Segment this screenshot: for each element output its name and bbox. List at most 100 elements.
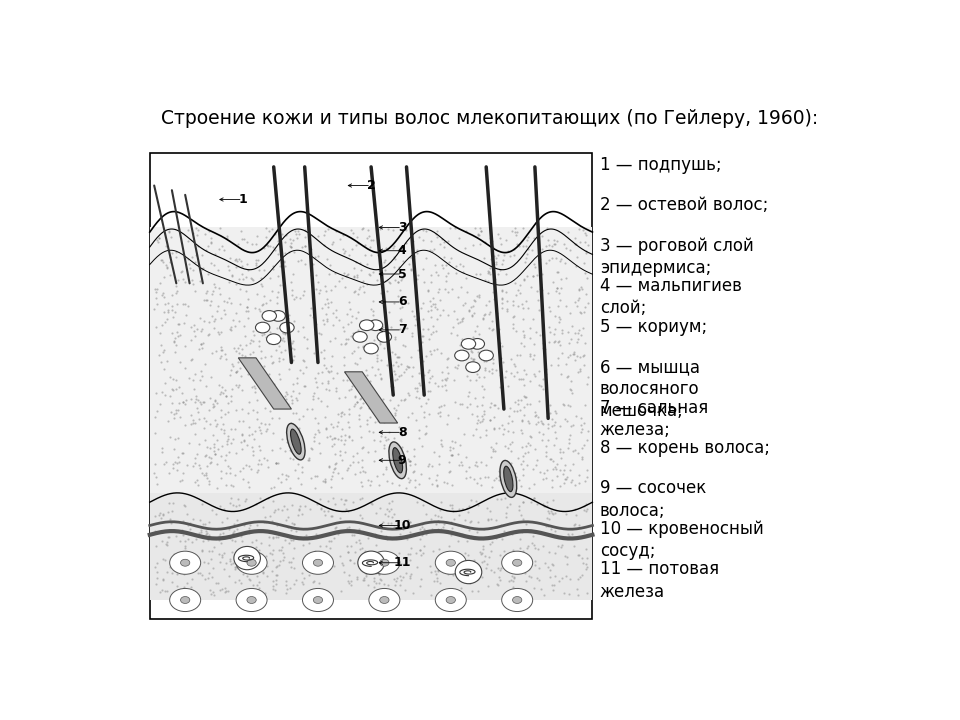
Point [324, 238, 339, 250]
Point [258, 222, 274, 233]
Point [380, 433, 396, 445]
Point [203, 443, 218, 454]
Point [497, 372, 513, 383]
Point [174, 474, 189, 485]
Point [261, 338, 276, 349]
Point [430, 516, 445, 527]
Point [508, 277, 523, 289]
Point [423, 276, 439, 287]
Point [494, 471, 510, 482]
Point [330, 528, 346, 540]
Point [310, 392, 325, 404]
Point [245, 273, 260, 284]
Point [159, 356, 175, 367]
Point [381, 498, 396, 509]
Point [198, 449, 213, 461]
Point [240, 294, 255, 305]
Point [214, 549, 229, 561]
Point [440, 477, 455, 489]
Point [400, 387, 416, 399]
Point [457, 242, 472, 253]
Point [297, 285, 312, 297]
Point [327, 432, 343, 444]
Point [470, 229, 486, 240]
Point [476, 371, 492, 382]
Point [478, 459, 493, 470]
Point [217, 587, 232, 598]
Point [150, 234, 165, 246]
Point [402, 571, 418, 582]
Point [156, 307, 172, 318]
Point [417, 411, 432, 423]
Point [500, 554, 516, 566]
Point [420, 385, 436, 397]
Point [346, 228, 361, 239]
Point [204, 546, 219, 557]
Point [396, 523, 411, 534]
Point [347, 271, 362, 282]
Point [480, 275, 495, 287]
Point [435, 380, 450, 392]
Point [421, 372, 437, 384]
Point [157, 316, 173, 328]
Point [184, 573, 200, 585]
Point [284, 395, 300, 406]
Point [177, 562, 192, 574]
Point [312, 427, 327, 438]
Point [459, 472, 474, 484]
Point [574, 307, 589, 318]
Point [275, 312, 290, 324]
Point [154, 356, 169, 368]
Point [415, 313, 430, 325]
Point [549, 235, 564, 247]
Point [337, 498, 352, 510]
Point [170, 432, 185, 444]
Point [572, 469, 588, 481]
Point [492, 470, 507, 482]
Point [560, 415, 575, 427]
Point [194, 398, 209, 410]
Point [332, 233, 348, 245]
Point [527, 444, 542, 455]
Point [238, 459, 253, 471]
Point [450, 449, 466, 460]
Point [474, 399, 490, 410]
Point [223, 252, 238, 264]
Point [468, 374, 484, 386]
Point [379, 476, 395, 487]
Point [296, 381, 311, 392]
Text: 7: 7 [397, 323, 406, 336]
Point [228, 366, 244, 378]
Point [268, 579, 283, 590]
Point [183, 334, 199, 346]
Point [550, 300, 565, 312]
Point [395, 340, 410, 351]
Ellipse shape [234, 546, 260, 570]
Point [156, 343, 172, 355]
Point [467, 222, 482, 234]
Point [578, 246, 593, 257]
Point [365, 392, 380, 403]
Circle shape [377, 331, 392, 342]
Point [166, 336, 181, 348]
Point [300, 403, 315, 415]
Point [198, 228, 213, 240]
Ellipse shape [358, 551, 384, 575]
Point [201, 328, 216, 340]
Point [506, 572, 521, 583]
Point [482, 266, 497, 278]
Point [361, 343, 376, 355]
Point [315, 366, 330, 378]
Point [323, 336, 338, 347]
Point [470, 414, 486, 426]
Point [478, 562, 493, 574]
Point [400, 514, 416, 526]
Point [523, 571, 539, 582]
Point [503, 564, 518, 576]
Point [540, 434, 556, 446]
Point [518, 369, 534, 380]
Point [372, 410, 387, 422]
Point [349, 571, 365, 582]
Point [257, 452, 273, 464]
Point [456, 299, 471, 310]
